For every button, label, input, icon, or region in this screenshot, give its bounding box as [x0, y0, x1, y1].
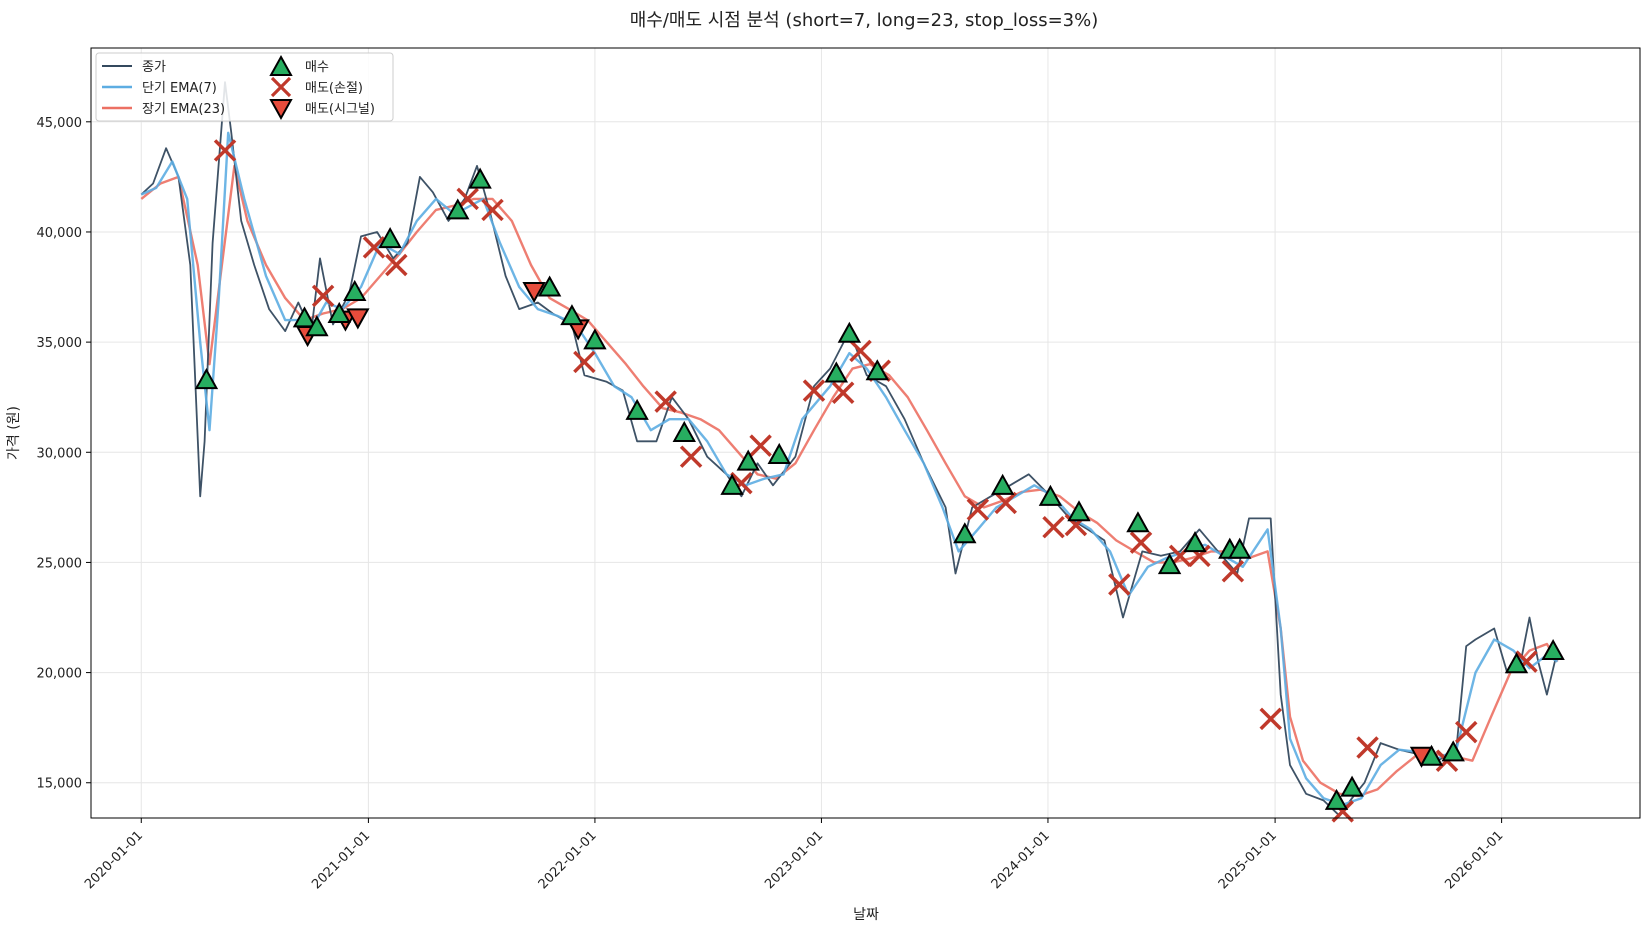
- plot-frame: [90, 47, 1641, 819]
- buy-marker: [1038, 484, 1063, 506]
- x-tick-label: 2026-01-01: [1442, 828, 1506, 892]
- series-line-close: [140, 81, 1559, 817]
- buy-marker: [305, 315, 329, 337]
- y-axis-label: 가격 (원): [6, 406, 22, 460]
- x-tick-label: 2023-01-01: [762, 828, 826, 892]
- sell-stop-marker: [481, 198, 504, 222]
- y-tick-label: 20,000: [37, 667, 83, 682]
- buy-marker: [767, 442, 791, 464]
- markers-layer: [194, 139, 1565, 823]
- sell-signal-marker: [522, 281, 546, 304]
- buy-marker: [837, 321, 862, 343]
- legend-sell-signal-label: 매도(시그널): [305, 102, 375, 117]
- grid-lines: [91, 48, 1640, 818]
- series-layer: [140, 81, 1559, 817]
- x-tick-label: 2024-01-01: [989, 828, 1053, 892]
- buy-marker: [1441, 740, 1465, 762]
- y-tick-label: 45,000: [37, 116, 83, 131]
- sell-stop-marker: [311, 284, 335, 308]
- sell-signal-marker: [346, 308, 370, 330]
- x-axis: 2020-01-01 2021-01-01 2022-01-01 2023-01-01…: [82, 818, 1506, 892]
- legend-close-label: 종가: [142, 60, 166, 75]
- series-line-ema-long: [140, 164, 1559, 798]
- buy-marker: [583, 328, 607, 350]
- y-tick-label: 15,000: [37, 777, 83, 792]
- x-axis-label: 날짜: [853, 907, 879, 923]
- legend: 종가 단기 EMA(7) 장기 EMA(23) 매수 매도(손절) 매도(시그널…: [95, 52, 394, 122]
- buy-marker: [1340, 775, 1364, 797]
- buy-marker: [1183, 531, 1207, 553]
- buy-marker: [1157, 553, 1182, 575]
- buy-marker: [953, 522, 977, 544]
- buy-marker: [1228, 537, 1252, 559]
- chart-title: 매수/매도 시점 분석 (short=7, long=23, stop_loss…: [630, 10, 1099, 31]
- sell-stop-marker: [966, 498, 990, 521]
- buy-marker: [824, 361, 849, 383]
- sell-stop-marker: [749, 434, 772, 457]
- sell-stop-marker: [1356, 736, 1379, 759]
- sell-stop-marker: [1129, 531, 1153, 554]
- legend-sell-stop-marker: [270, 76, 292, 98]
- buy-marker: [625, 398, 649, 420]
- sell-stop-marker: [1221, 560, 1245, 583]
- buy-marker: [1126, 511, 1150, 533]
- buy-marker: [560, 304, 584, 326]
- buy-marker: [468, 167, 492, 189]
- buy-marker: [672, 420, 696, 442]
- y-tick-label: 30,000: [37, 446, 83, 461]
- sell-stop-marker: [679, 445, 703, 468]
- sell-stop-marker: [1259, 707, 1282, 731]
- sell-stop-marker: [831, 381, 855, 405]
- y-axis: 15,000 20,000 25,000 30,000 35,000 40,000 45,0…: [37, 116, 91, 792]
- y-tick-label: 40,000: [37, 226, 83, 241]
- x-tick-label: 2021-01-01: [309, 828, 373, 892]
- buy-marker: [194, 368, 219, 390]
- sell-stop-marker: [1108, 573, 1131, 596]
- buy-marker: [990, 473, 1015, 495]
- x-tick-label: 2020-01-01: [82, 828, 146, 892]
- sell-stop-marker: [362, 236, 386, 259]
- sell-stop-marker: [385, 253, 408, 277]
- buy-marker: [446, 198, 470, 220]
- y-tick-label: 25,000: [37, 556, 83, 571]
- sell-stop-marker: [573, 350, 596, 374]
- legend-buy-marker: [269, 54, 293, 76]
- legend-ema-long-label: 장기 EMA(23): [142, 102, 225, 117]
- legend-sell-stop-label: 매도(손절): [305, 81, 363, 96]
- sell-stop-marker: [1042, 515, 1065, 539]
- series-line-ema-short: [140, 131, 1559, 806]
- sell-stop-marker: [1454, 720, 1478, 744]
- buy-marker: [865, 359, 889, 381]
- y-tick-label: 35,000: [37, 336, 83, 351]
- sell-stop-marker: [654, 390, 677, 413]
- legend-sell-signal-marker: [269, 99, 293, 121]
- legend-box: [95, 52, 394, 122]
- sell-stop-marker: [802, 379, 826, 402]
- buy-marker: [1324, 788, 1349, 810]
- legend-ema-short-label: 단기 EMA(7): [142, 81, 217, 96]
- buy-marker: [1067, 500, 1091, 522]
- buy-marker: [292, 306, 317, 328]
- buy-marker: [1541, 639, 1565, 661]
- buy-marker: [1419, 744, 1444, 766]
- sell-stop-marker: [213, 139, 237, 162]
- buy-marker: [1504, 652, 1529, 674]
- sell-stop-marker: [994, 491, 1017, 515]
- x-tick-label: 2022-01-01: [536, 828, 600, 892]
- sell-stop-marker: [849, 339, 872, 363]
- buy-marker: [343, 279, 367, 301]
- buy-marker: [327, 301, 351, 323]
- buy-marker: [736, 449, 760, 471]
- x-tick-label: 2025-01-01: [1216, 828, 1280, 892]
- buy-marker: [720, 473, 744, 495]
- buy-marker: [378, 227, 402, 249]
- buy-marker: [537, 275, 562, 297]
- legend-buy-label: 매수: [305, 60, 329, 75]
